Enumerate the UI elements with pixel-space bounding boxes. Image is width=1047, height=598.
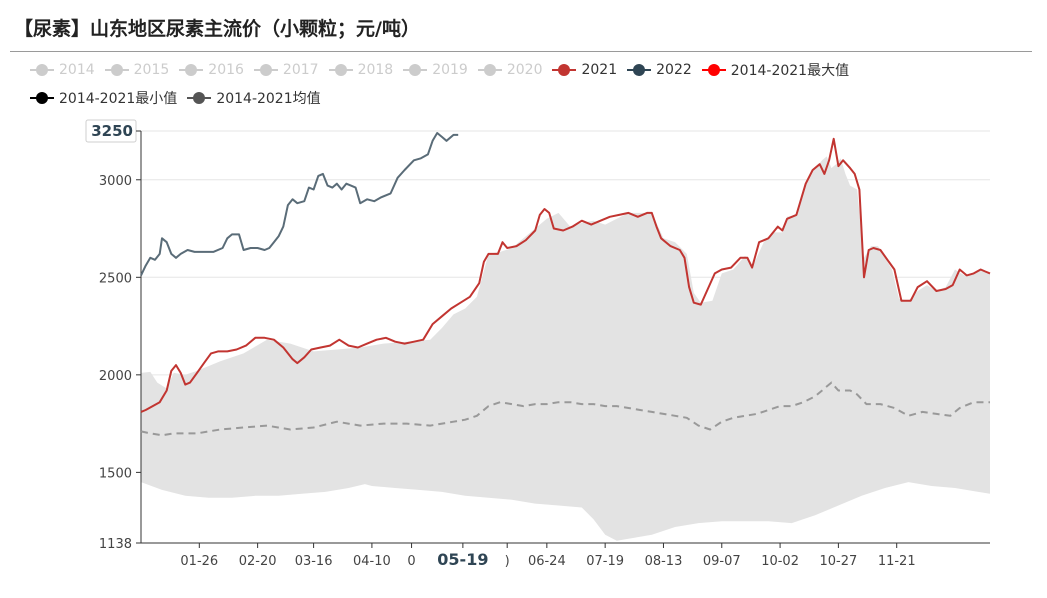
legend-marker-icon	[477, 63, 502, 77]
x-tick-label: )	[505, 554, 510, 569]
legend-label: 2014	[59, 62, 95, 78]
y-tick-label: 1500	[99, 466, 132, 481]
legend-label: 2018	[357, 62, 394, 78]
legend-label: 2014-2021最小值	[59, 91, 178, 107]
legend-marker-icon	[30, 63, 54, 77]
legend-label: 2021	[581, 62, 618, 78]
x-tick-label: 07-19	[586, 554, 624, 569]
series-line	[140, 381, 990, 437]
legend-label: 2020	[506, 62, 543, 78]
x-tick-label: 03-16	[295, 554, 333, 569]
chart-title: 【尿素】山东地区尿素主流价（小颗粒；元/吨）	[14, 18, 420, 40]
legend-label: 2022	[656, 62, 692, 78]
legend-item[interactable]: 2014-2021最小值	[30, 88, 177, 108]
legend-marker-icon	[627, 63, 652, 77]
series-line	[140, 137, 991, 413]
legend-marker-icon	[253, 63, 278, 77]
y-tick-label: 2500	[99, 271, 132, 286]
legend-row: 2014 2015 2016 2017 2018 2019 2020 2021 2022 2014…	[30, 56, 1030, 84]
legend-marker-icon	[701, 63, 726, 77]
legend-marker-icon	[179, 63, 204, 77]
series-line	[140, 132, 459, 276]
x-tick-label: 0	[407, 554, 415, 569]
y-tick-label: 2000	[99, 369, 132, 384]
y-tick-label: 3250	[91, 122, 133, 140]
legend-item[interactable]: 2022	[627, 62, 692, 78]
legend-item[interactable]: 2014-2021最大值	[701, 60, 850, 80]
legend-item[interactable]: 2014-2021均值	[187, 88, 321, 108]
legend-label: 2017	[282, 62, 319, 78]
x-tick-label: 02-20	[239, 554, 277, 569]
chart-legend: 2014 2015 2016 2017 2018 2019 2020 2021 2022 2014…	[30, 56, 1030, 112]
legend-item[interactable]: 2015	[104, 62, 170, 78]
legend-marker-icon	[30, 91, 54, 105]
legend-marker-icon	[328, 63, 353, 77]
x-tick-label: 10-02	[761, 554, 799, 569]
x-tick-label: 09-07	[703, 554, 741, 569]
x-tick-label: 05-19	[437, 550, 488, 569]
legend-item[interactable]: 2020	[477, 62, 543, 78]
legend-item[interactable]: 2019	[403, 62, 468, 78]
x-tick-label: 10-27	[820, 554, 858, 569]
legend-label: 2014-2021最大值	[730, 63, 850, 79]
x-tick-label: 04-10	[353, 554, 391, 569]
legend-label: 2016	[208, 62, 244, 78]
legend-label: 2015	[133, 62, 170, 78]
x-tick-label: 11-21	[878, 554, 916, 569]
title-divider	[10, 51, 1032, 52]
legend-marker-icon	[403, 63, 428, 77]
legend-marker-icon	[104, 63, 129, 77]
legend-item[interactable]: 2016	[179, 62, 244, 78]
range-band-area	[141, 156, 990, 541]
x-tick-label: 06-24	[528, 554, 566, 569]
legend-item[interactable]: 2018	[328, 62, 394, 78]
y-tick-label: 3000	[99, 174, 132, 189]
x-tick-label: 08-13	[645, 554, 683, 569]
legend-row: 2014-2021最小值 2014-2021均值	[30, 84, 1030, 112]
legend-label: 2014-2021均值	[216, 91, 321, 107]
x-tick-label: 01-26	[180, 554, 218, 569]
legend-item[interactable]: 2017	[253, 62, 319, 78]
legend-marker-icon	[552, 63, 577, 77]
legend-label: 2019	[432, 62, 468, 78]
legend-item[interactable]: 2014	[30, 62, 95, 78]
y-tick-label: 1138	[99, 537, 132, 552]
legend-item[interactable]: 2021	[552, 62, 617, 78]
legend-marker-icon	[187, 91, 212, 105]
